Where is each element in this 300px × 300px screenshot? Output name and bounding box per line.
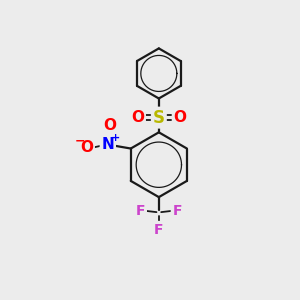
Text: F: F (172, 204, 182, 218)
Text: O: O (131, 110, 144, 125)
Text: S: S (153, 109, 165, 127)
Text: O: O (103, 118, 116, 134)
Text: O: O (80, 140, 93, 155)
Text: +: + (111, 133, 120, 142)
Text: −: − (75, 135, 86, 148)
Text: N: N (101, 136, 114, 152)
Text: F: F (154, 223, 164, 236)
Text: O: O (173, 110, 187, 125)
Text: F: F (136, 204, 145, 218)
